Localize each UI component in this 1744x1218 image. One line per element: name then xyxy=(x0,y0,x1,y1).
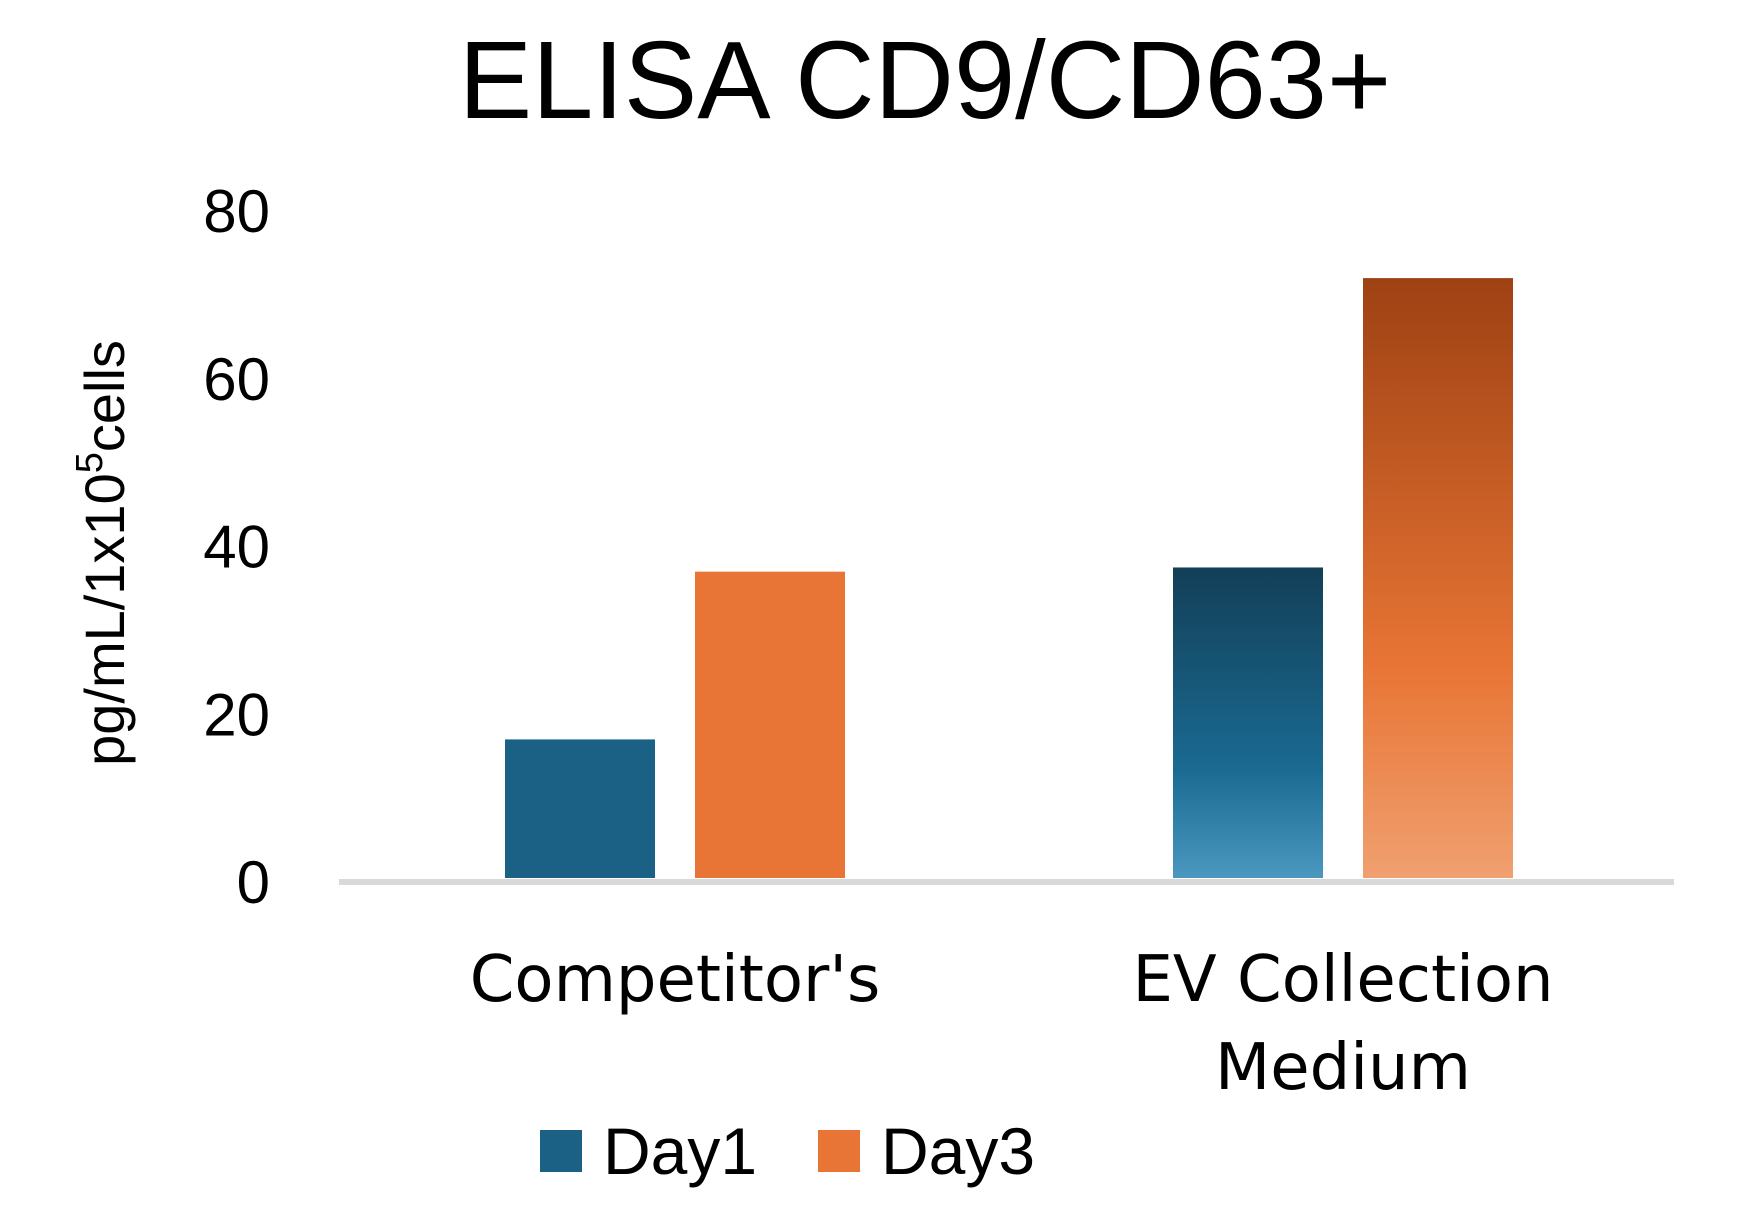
y-axis-label: pg/mL/1x105cells xyxy=(69,340,136,766)
y-tick-label-80: 80 xyxy=(203,178,270,245)
bar-day3-cat2 xyxy=(1363,278,1513,879)
bar-day1-cat1 xyxy=(505,739,655,878)
legend: Day1 Day3 xyxy=(540,1114,1035,1188)
y-axis-ticks: 0 20 40 60 80 xyxy=(203,178,270,916)
legend-label-day1: Day1 xyxy=(603,1114,757,1188)
category-label-2-line2: Medium xyxy=(1215,1031,1471,1105)
legend-swatch-day3 xyxy=(818,1130,860,1172)
y-tick-label-40: 40 xyxy=(203,514,270,581)
bar-day3-cat1 xyxy=(695,571,845,878)
x-axis-category-labels: Competitor's EV Collection Medium xyxy=(470,943,1554,1105)
y-tick-label-0: 0 xyxy=(237,849,270,916)
legend-swatch-day1 xyxy=(540,1130,582,1172)
y-tick-label-20: 20 xyxy=(203,681,270,748)
category-label-1: Competitor's xyxy=(470,943,881,1017)
bar-day1-cat2 xyxy=(1173,567,1323,878)
y-tick-label-60: 60 xyxy=(203,346,270,413)
category-label-2: EV Collection xyxy=(1132,943,1553,1017)
legend-label-day3: Day3 xyxy=(881,1114,1035,1188)
chart-title: ELISA CD9/CD63+ xyxy=(459,19,1391,142)
bars xyxy=(505,278,1513,879)
